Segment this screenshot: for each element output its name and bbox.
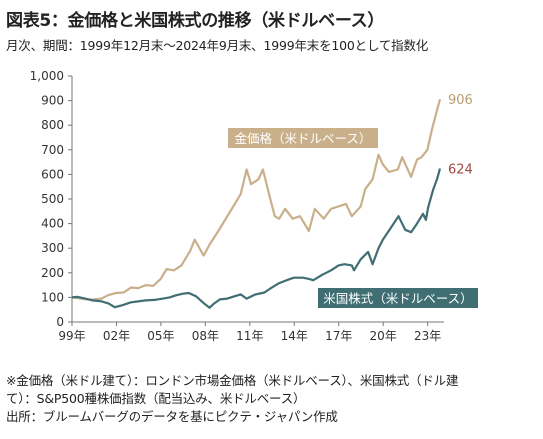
chart-title: 図表5：金価格と米国株式の推移（米ドルベース）: [6, 11, 385, 31]
gold-end-label: 906: [448, 93, 473, 108]
stock-label-text: 米国株式（米ドルベース）: [323, 291, 472, 306]
x-tick-label: 05年: [147, 329, 174, 343]
gold-label-text: 金価格（米ドルベース）: [235, 131, 372, 146]
y-tick-label: 200: [41, 266, 64, 280]
stock-label-box: [318, 288, 478, 308]
gold-label-box: [228, 128, 378, 148]
x-tick-label: 99年: [58, 329, 85, 343]
x-axis: 99年 02年 05年 08年 11年 14年 17年 20年 23年: [58, 321, 444, 343]
x-tick-label: 08年: [192, 329, 219, 343]
footnote-line-2: て）：S&P500種株価指数（配当込み、米ドルベース）: [6, 391, 306, 406]
y-axis: 0 100 200 300 400 500 600 700 800 900 1,000: [30, 69, 73, 329]
x-tick-label: 11年: [236, 329, 263, 343]
chart-subtitle: 月次、期間：1999年12月末～2024年9月末、1999年末を100として指数…: [6, 38, 429, 53]
y-tick-label: 1,000: [30, 69, 64, 83]
x-tick-label: 02年: [103, 329, 130, 343]
y-tick-label: 700: [41, 143, 64, 157]
source-note: 出所：ブルームバーグのデータを基にピクテ・ジャパン作成: [6, 409, 338, 424]
x-tick-label: 17年: [325, 329, 352, 343]
y-tick-label: 0: [56, 315, 64, 329]
x-tick-label: 20年: [370, 329, 397, 343]
gold-price-line: [71, 98, 442, 301]
y-tick-label: 300: [41, 241, 64, 255]
y-tick-label: 600: [41, 167, 64, 181]
y-tick-label: 500: [41, 192, 64, 206]
x-tick-label: 23年: [414, 329, 441, 343]
y-tick-label: 900: [41, 94, 64, 108]
series-layer: 906 624: [71, 93, 473, 309]
annotation-layer: 金価格（米ドルベース） 米国株式（米ドルベース）: [228, 128, 478, 308]
stock-end-label: 624: [448, 162, 473, 177]
us-stock-line: [71, 168, 442, 309]
x-tick-label: 14年: [281, 329, 308, 343]
y-tick-label: 100: [41, 290, 64, 304]
footnote-line-1: ※金価格（米ドル建て）：ロンドン市場金価格（米ドルベース）、米国株式（ドル建: [6, 373, 459, 388]
line-chart: 0 100 200 300 400 500 600 700 800 900 1,000 99年 02年…: [30, 69, 478, 343]
y-tick-label: 800: [41, 118, 64, 132]
y-tick-label: 400: [41, 217, 64, 231]
